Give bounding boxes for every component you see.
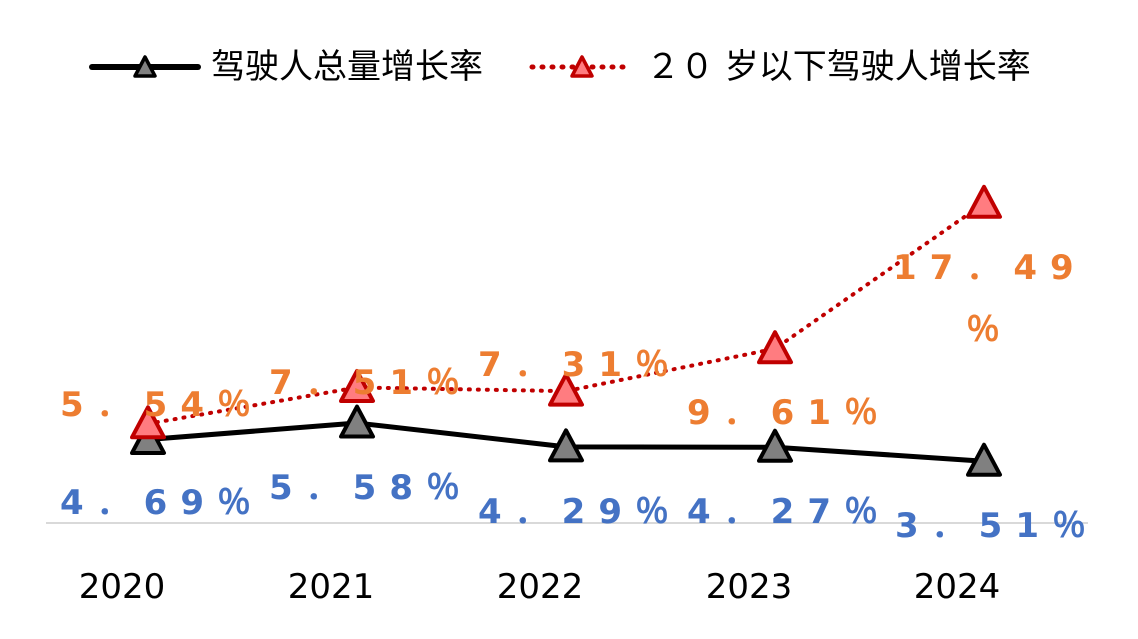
x-tick-label: 2024 [914, 567, 1001, 607]
data-labels: 4．69％ 5．58％ 4．29％ 4．27％ 3．51％ 5．54％ 7．51… [60, 248, 1099, 546]
marker-total [966, 442, 1002, 477]
x-tick-label: 2023 [706, 567, 793, 607]
legend-marker-total [133, 55, 157, 78]
data-label-total: 5．58％ [269, 468, 473, 508]
marker-total [548, 428, 584, 463]
data-label-total: 3．51％ [895, 506, 1099, 546]
legend-marker-under20 [570, 55, 594, 78]
marker-under20 [757, 330, 793, 365]
legend-label-under20: ２０ 岁以下驾驶人增长率 [646, 47, 1031, 87]
x-tick-label: 2020 [79, 567, 166, 607]
legend-item-total: 驾驶人总量增长率 [89, 47, 483, 87]
data-label-under20-part: 17．49 [893, 248, 1087, 288]
data-label-under20: 5．54％ [60, 385, 264, 425]
data-label-under20: 7．51％ [269, 363, 473, 403]
data-label-under20: 9．61％ [687, 393, 891, 433]
legend-label-total: 驾驶人总量增长率 [211, 47, 483, 87]
x-tick-label: 2022 [497, 567, 584, 607]
legend-item-under20: ２０ 岁以下驾驶人增长率 [529, 47, 1031, 87]
marker-under20 [130, 405, 166, 440]
x-tick-label: 2021 [288, 567, 375, 607]
data-label-total: 4．29％ [478, 492, 682, 532]
data-label-under20: 7．31％ [478, 345, 682, 385]
data-label-total: 4．27％ [687, 492, 891, 532]
data-label-under20: 17．49 [893, 248, 1087, 288]
marker-under20 [966, 184, 1002, 219]
marker-under20 [548, 372, 584, 407]
x-axis-tick-labels: 2020 2021 2022 2023 2024 [79, 567, 1001, 607]
marker-total [757, 428, 793, 463]
marker-total [339, 404, 375, 439]
data-label-under20-part: ％ [966, 310, 1013, 350]
legend: 驾驶人总量增长率 ２０ 岁以下驾驶人增长率 [89, 47, 1031, 87]
marker-under20 [339, 368, 375, 403]
data-label-under20-cont: ％ [966, 310, 1013, 350]
data-label-total: 4．69％ [60, 483, 264, 523]
series-markers [130, 184, 1002, 477]
